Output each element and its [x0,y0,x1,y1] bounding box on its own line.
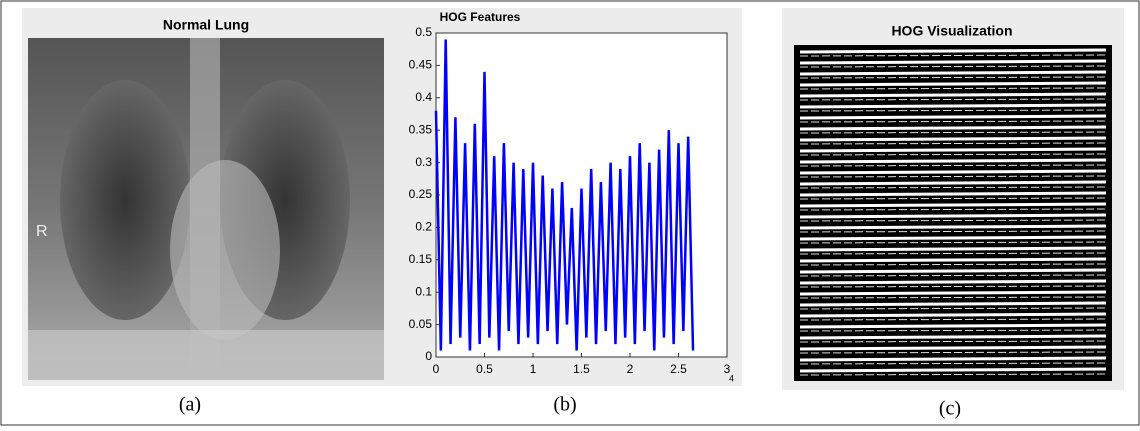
y-tick-label: 0.4 [415,90,432,104]
hog-stripe [799,235,1107,241]
hog-stripe [799,164,1107,167]
abdomen [28,330,384,380]
panel-c: HOG Visualization (c) [782,8,1124,420]
hog-stripe [799,290,1107,296]
hog-stripe [799,158,1107,164]
hog-stripe [799,301,1107,307]
hog-stripe [799,329,1107,332]
hog-stripe [799,103,1107,109]
hog-stripe [799,351,1107,354]
y-tick-label: 0.2 [415,220,432,234]
heart [170,160,280,340]
hog-stripe [799,92,1107,98]
hog-stripe [799,334,1107,340]
hog-stripe [799,307,1107,310]
hog-stripe [799,219,1107,222]
hog-stripe [799,263,1107,266]
hog-stripe [799,208,1107,211]
hog-stripe [799,202,1107,208]
hog-stripe [799,142,1107,145]
hog-stripe [799,120,1107,123]
y-tick-label: 0.05 [409,317,433,331]
hog-stripe [799,169,1107,175]
x-tick-label: 1.5 [573,362,590,376]
hog-stripe [799,98,1107,101]
hog-stripe [799,65,1107,68]
y-tick-label: 0.5 [415,25,432,39]
x-tick-label: 2 [627,362,634,376]
hog-stripe [799,373,1107,376]
hog-stripe [799,76,1107,79]
caption: (b) [553,394,576,416]
hog-stripe [799,345,1107,351]
hog-stripe [799,246,1107,252]
x-tick-label: 1 [530,362,537,376]
hog-stripe [799,323,1107,329]
hog-stripe [799,147,1107,153]
y-tick-label: 0 [425,349,432,363]
hog-stripe [799,367,1107,373]
hog-stripe [799,59,1107,65]
y-tick-label: 0.15 [409,252,433,266]
hog-stripe [799,153,1107,156]
hog-stripe [799,114,1107,120]
y-tick-label: 0.45 [409,58,433,72]
hog-stripe [799,252,1107,255]
hog-stripe [799,175,1107,178]
caption: (a) [179,394,201,416]
hog-stripe [799,125,1107,131]
hog-stripe [799,186,1107,189]
hog-stripe [799,197,1107,200]
y-tick-label: 0.35 [409,122,433,136]
lung [60,80,190,320]
hog-stripe [799,312,1107,318]
y-tick-label: 0.3 [415,155,432,169]
data-line [434,39,695,351]
panel-title: HOG Visualization [891,23,1012,39]
hog-stripe [799,285,1107,288]
x-exponent: 4 [729,373,734,383]
x-tick-label: 0 [433,362,440,376]
hog-stripe [799,340,1107,343]
hog-stripe [799,356,1107,362]
panel-b: HOG Features 4 (b) 0 0.05 0.1 0.15 0.2 0.25 0.… [388,8,742,416]
hog-stripe [799,230,1107,233]
hog-stripe [799,131,1107,134]
hog-stripe [799,268,1107,274]
hog-stripe [799,81,1107,87]
hog-stripe [799,180,1107,186]
hog-stripe [799,257,1107,263]
hog-stripe [799,48,1107,54]
y-tick-label: 0.1 [415,284,432,298]
hog-stripe [799,224,1107,230]
hog-stripe [799,213,1107,219]
hog-stripe [799,279,1107,285]
hog-stripe [799,362,1107,365]
hog-stripe [799,87,1107,90]
hog-stripe [799,109,1107,112]
panel-title: Normal Lung [163,17,249,33]
hog-stripe [799,191,1107,197]
hog-stripe [799,296,1107,299]
side-marker: R [36,223,48,240]
hog-stripe [799,318,1107,321]
y-tick-label: 0.25 [409,187,433,201]
hog-stripe [799,241,1107,244]
x-tick-label: 0.5 [476,362,493,376]
x-tick-label: 3 [724,362,731,376]
panel-a: Normal Lung R (a) [22,8,388,416]
hog-stripe [799,70,1107,76]
hog-stripe [799,136,1107,142]
chart-title: HOG Features [440,10,521,24]
caption: (c) [939,398,961,420]
hog-stripe [799,274,1107,277]
x-tick-label: 2.5 [670,362,687,376]
hog-stripe [799,54,1107,57]
